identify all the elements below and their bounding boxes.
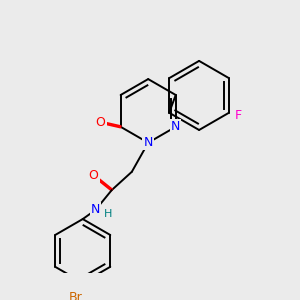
Text: N: N [171, 120, 180, 133]
Text: O: O [96, 116, 106, 129]
Text: H: H [104, 208, 112, 219]
Text: Br: Br [69, 291, 82, 300]
Text: O: O [89, 169, 99, 182]
Text: N: N [91, 203, 100, 217]
Text: F: F [235, 109, 242, 122]
Text: N: N [143, 136, 153, 149]
